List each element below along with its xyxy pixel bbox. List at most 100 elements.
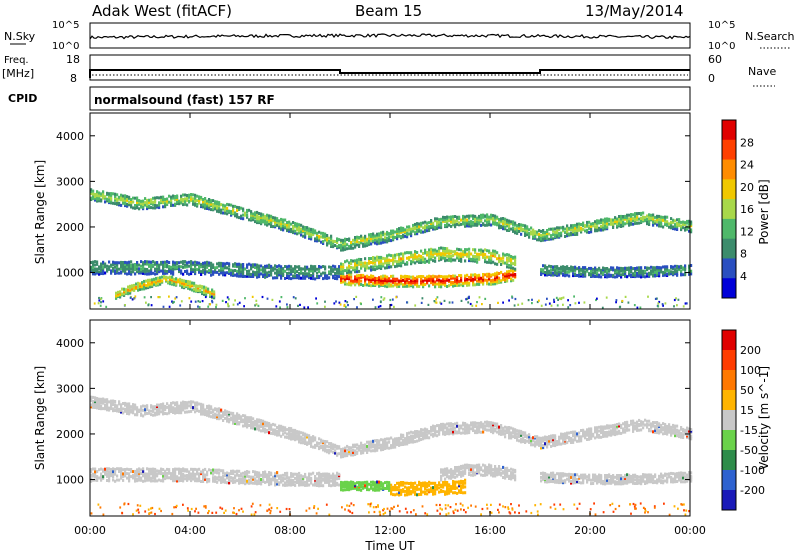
- scatter-cell: [348, 237, 351, 241]
- scatter-cell: [94, 196, 97, 200]
- scatter-cell: [222, 205, 225, 209]
- scatter-cell: [494, 216, 497, 220]
- scatter-cell: [412, 260, 415, 264]
- scatter-cell: [141, 285, 144, 289]
- scatter-cell: [414, 435, 417, 439]
- scatter-cell: [432, 424, 435, 428]
- scatter-cell: [218, 204, 221, 208]
- scatter-cell: [428, 260, 431, 264]
- scatter-cell: [578, 437, 581, 441]
- scatter-cell: [470, 214, 473, 218]
- scatter-cell: [470, 427, 473, 431]
- scatter-cell: [498, 220, 501, 224]
- scatter-cell: [242, 418, 245, 422]
- scatter-cell: [548, 237, 551, 241]
- scatter-cell: [642, 211, 645, 215]
- scatter-cell: [564, 434, 567, 438]
- scatter-cell: [568, 270, 571, 274]
- scatter-cell: [674, 434, 677, 438]
- scatter-cell: [604, 267, 607, 271]
- scatter-cell: [612, 424, 615, 428]
- scatter-cell: [436, 430, 439, 434]
- scatter-cell: [294, 434, 297, 438]
- scatter-cell: [202, 270, 205, 274]
- scatter-cell: [370, 239, 373, 243]
- scatter-cell: [636, 423, 639, 427]
- scatter-cell: [538, 441, 541, 445]
- scatter-cell: [154, 198, 157, 202]
- scatter-cell: [628, 219, 631, 223]
- scatter-cell: [156, 270, 159, 274]
- scatter-cell: [186, 410, 189, 414]
- scatter-cell: [186, 197, 189, 201]
- scatter-cell: [552, 443, 555, 447]
- scatter-cell: [638, 418, 641, 422]
- scatter-cell: [112, 401, 115, 405]
- scatter-cell: [494, 422, 497, 426]
- scatter-cell: [621, 299, 624, 303]
- scatter-cell: [520, 433, 523, 437]
- scatter-cell: [152, 202, 155, 206]
- scatter-cell: [632, 217, 635, 221]
- scatter-cell: [180, 411, 183, 415]
- scatter-cell: [690, 230, 693, 234]
- scatter-cell: [594, 271, 597, 275]
- scatter-cell: [556, 443, 559, 447]
- scatter-cell: [572, 227, 575, 231]
- scatter-cell: [352, 268, 355, 272]
- scatter-cell: [524, 441, 527, 444]
- scatter-cell: [444, 247, 447, 250]
- scatter-cell: [174, 202, 177, 206]
- scatter-cell: [546, 273, 549, 277]
- scatter-cell: [346, 448, 349, 452]
- scatter-cell: [126, 195, 129, 199]
- scatter-cell: [558, 270, 561, 274]
- scatter-cell: [224, 264, 227, 268]
- scatter-cell: [628, 268, 631, 272]
- scatter-cell: [636, 213, 639, 217]
- scatter-cell: [188, 404, 191, 408]
- scatter-cell: [178, 199, 181, 203]
- scatter-cell: [402, 233, 405, 237]
- scatter-cell: [145, 284, 148, 288]
- scatter-cell: [624, 273, 627, 277]
- scatter-cell: [214, 203, 217, 207]
- scatter-cell: [500, 257, 503, 261]
- scatter-cell: [432, 427, 435, 430]
- scatter-cell: [322, 439, 325, 443]
- scatter-cell: [154, 405, 157, 409]
- scatter-cell: [450, 275, 453, 278]
- scatter-cell: [276, 276, 279, 280]
- scatter-cell: [90, 190, 93, 194]
- scatter-cell: [170, 410, 173, 413]
- scatter-cell: [322, 448, 325, 452]
- scatter-cell: [498, 224, 501, 227]
- scatter-cell: [131, 287, 134, 291]
- scatter-cell: [444, 256, 447, 260]
- scatter-cell: [176, 194, 179, 198]
- scatter-cell: [264, 430, 267, 434]
- scatter-cell: [544, 438, 547, 442]
- scatter-cell: [674, 428, 677, 432]
- scatter-cell: [388, 235, 391, 239]
- scatter-cell: [168, 305, 171, 308]
- scatter-cell: [578, 439, 581, 443]
- scatter-cell: [634, 425, 637, 428]
- scatter-cell: [664, 427, 667, 431]
- scatter-cell: [294, 428, 297, 432]
- scatter-cell: [472, 421, 475, 425]
- scatter-cell: [392, 440, 395, 443]
- scatter-cell: [528, 232, 531, 235]
- scatter-cell: [496, 277, 499, 281]
- scatter-cell: [138, 200, 141, 204]
- scatter-cell: [276, 219, 279, 223]
- scatter-cell: [618, 424, 621, 428]
- scatter-cell: [416, 283, 419, 287]
- scatter-cell: [502, 217, 505, 220]
- scatter-cell: [298, 272, 301, 275]
- scatter-cell: [422, 431, 425, 435]
- scatter-cell: [610, 266, 613, 270]
- scatter-cell: [434, 256, 437, 260]
- scatter-cell: [616, 430, 619, 434]
- scatter-cell: [436, 277, 439, 280]
